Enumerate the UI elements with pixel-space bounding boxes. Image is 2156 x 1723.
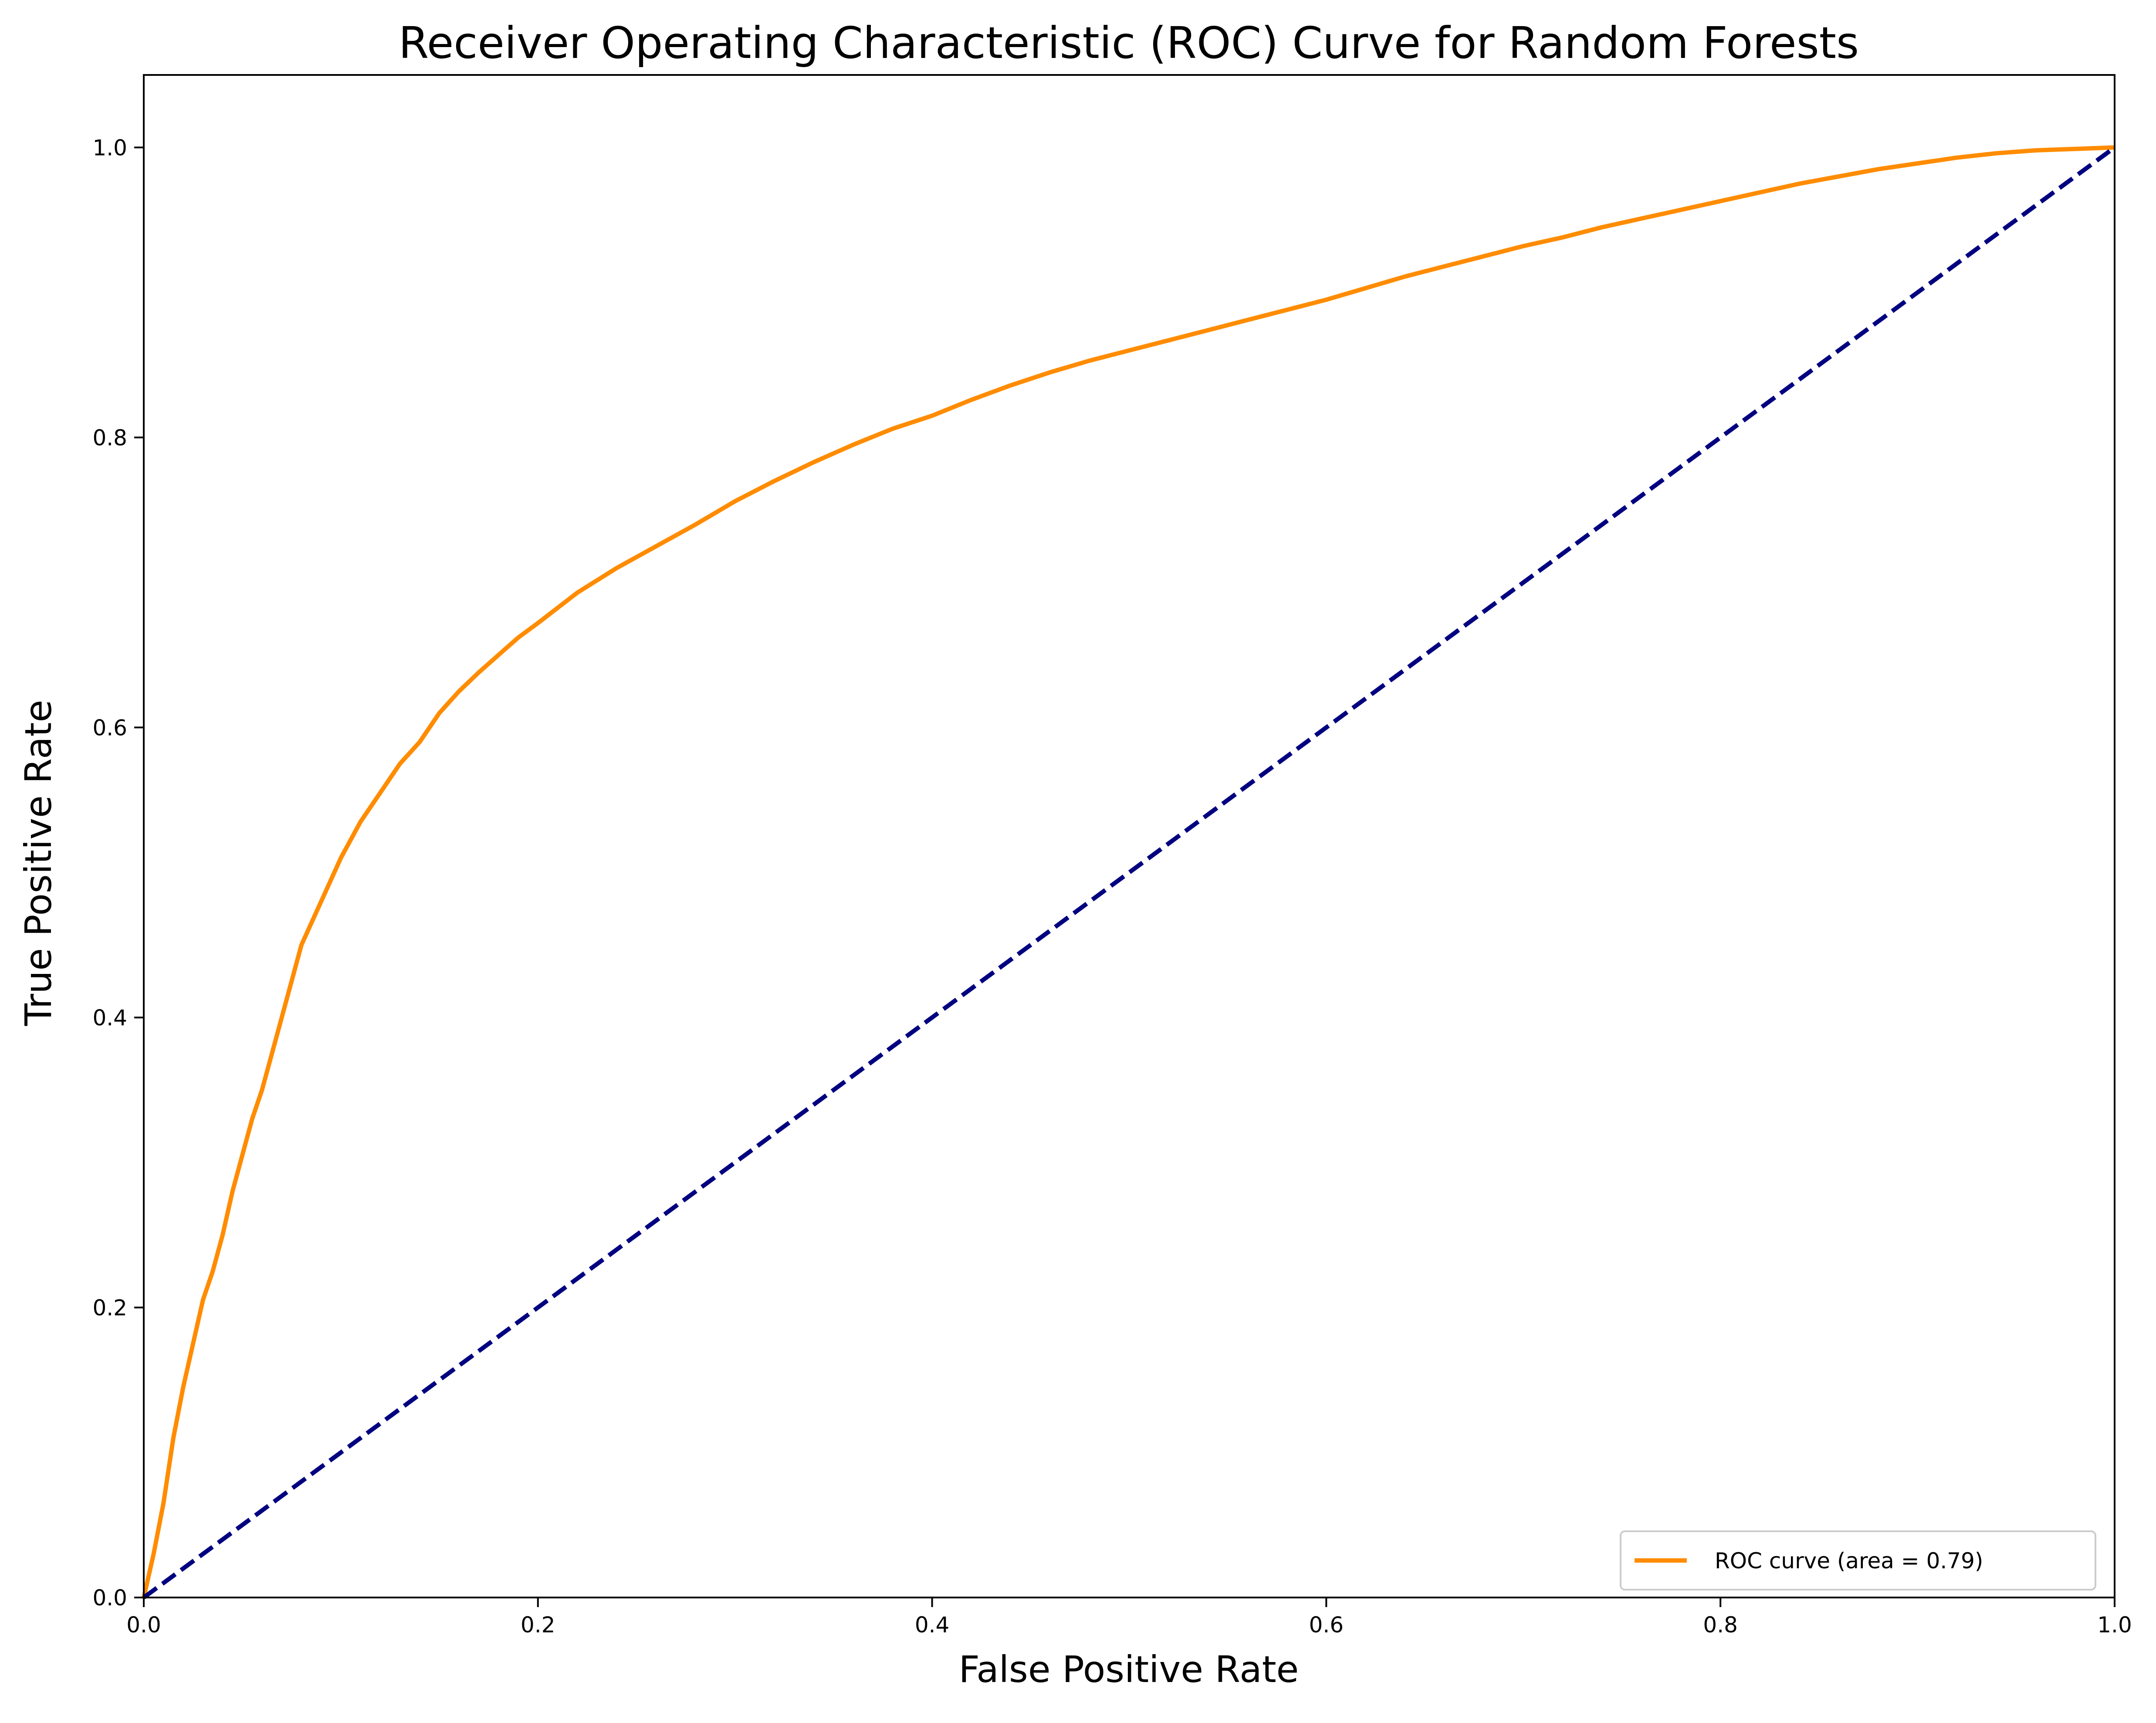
chart-title: Receiver Operating Characteristic (ROC) … bbox=[399, 17, 1859, 68]
x-tick-label: 0.8 bbox=[1703, 1612, 1738, 1638]
x-tick-label: 0.6 bbox=[1309, 1612, 1344, 1638]
y-tick-label: 0.4 bbox=[92, 1005, 127, 1031]
y-tick-label: 0.0 bbox=[92, 1585, 127, 1611]
legend-box bbox=[1620, 1530, 2096, 1591]
y-axis-label: True Positive Rate bbox=[17, 700, 60, 1026]
y-tick-label: 0.2 bbox=[92, 1295, 127, 1320]
x-tick-label: 1.0 bbox=[2097, 1612, 2132, 1638]
y-tick-label: 1.0 bbox=[92, 135, 127, 160]
legend: ROC curve (area = 0.79) bbox=[1620, 1530, 2096, 1591]
roc-curve-line bbox=[142, 145, 2115, 1598]
x-axis-label: False Positive Rate bbox=[959, 1648, 1299, 1691]
x-tick-label: 0.4 bbox=[915, 1612, 950, 1638]
legend-roc-label: ROC curve (area = 0.79) bbox=[1715, 1548, 1983, 1574]
y-tick-label: 0.8 bbox=[92, 425, 127, 451]
x-tick-label: 0.0 bbox=[126, 1612, 161, 1638]
x-tick-label: 0.2 bbox=[521, 1612, 555, 1638]
axes-frame bbox=[143, 74, 2115, 1598]
plot-area: 0.0 0.2 0.4 0.6 0.8 1.0 0.0 0.2 0.4 0.6 0.8 1.0 bbox=[92, 74, 2132, 1638]
chance-diagonal-line bbox=[142, 146, 2116, 1600]
y-tick-label: 0.6 bbox=[92, 715, 127, 740]
